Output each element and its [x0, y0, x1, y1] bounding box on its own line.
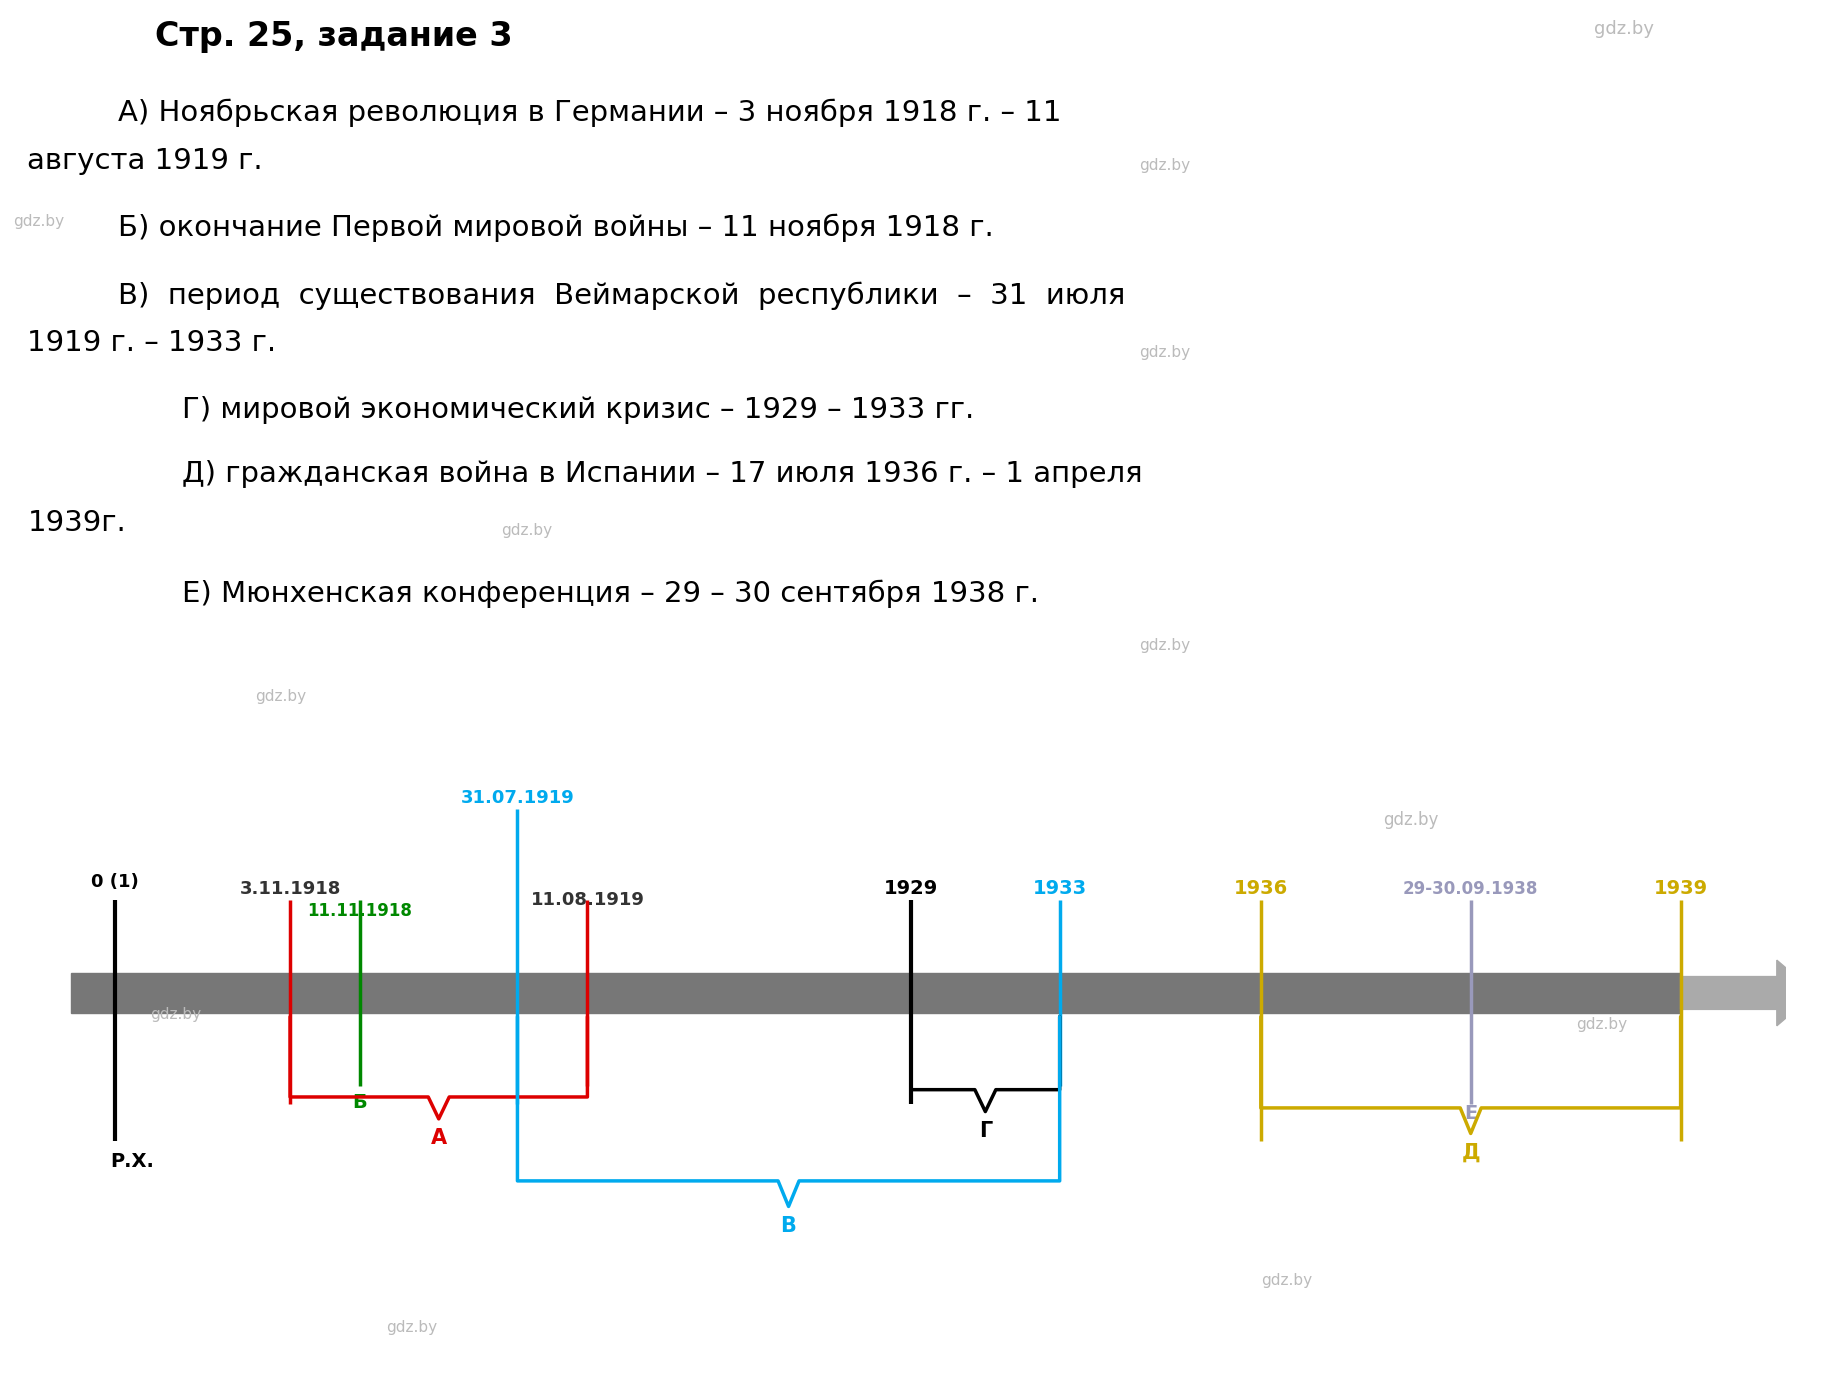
Text: 3.11.1918: 3.11.1918 — [239, 880, 341, 898]
Text: Стр. 25, задание 3: Стр. 25, задание 3 — [155, 19, 512, 53]
Text: Б: Б — [353, 1094, 368, 1112]
Bar — [71, 973, 1680, 1013]
Text: 31.07.1919: 31.07.1919 — [461, 790, 574, 806]
Text: gdz.by: gdz.by — [1139, 158, 1190, 174]
Text: Г) мировой экономический кризис – 1929 – 1933 гг.: Г) мировой экономический кризис – 1929 –… — [182, 396, 975, 424]
Text: gdz.by: gdz.by — [501, 523, 552, 538]
Text: 29-30.09.1938: 29-30.09.1938 — [1403, 880, 1538, 898]
Text: Е: Е — [1465, 1104, 1478, 1123]
Text: Г: Г — [978, 1120, 991, 1141]
Text: Е) Мюнхенская конференция – 29 – 30 сентября 1938 г.: Е) Мюнхенская конференция – 29 – 30 сент… — [182, 580, 1039, 609]
Text: gdz.by: gdz.by — [1261, 1273, 1312, 1289]
Text: 1933: 1933 — [1033, 878, 1086, 898]
Text: августа 1919 г.: августа 1919 г. — [27, 146, 262, 175]
Text: В: В — [780, 1215, 796, 1236]
Text: gdz.by: gdz.by — [1139, 638, 1190, 653]
Text: Д) гражданская война в Испании – 17 июля 1936 г. – 1 апреля: Д) гражданская война в Испании – 17 июля… — [182, 460, 1142, 488]
Text: 11.11.1918: 11.11.1918 — [308, 902, 412, 920]
Text: gdz.by: gdz.by — [1383, 810, 1439, 828]
Text: Р.Х.: Р.Х. — [109, 1152, 153, 1170]
Text: 0 (1): 0 (1) — [91, 873, 138, 891]
Text: 1929: 1929 — [884, 878, 938, 898]
Text: В)  период  существования  Веймарской  республики  –  31  июля: В) период существования Веймарской респу… — [118, 281, 1126, 310]
Text: 1939г.: 1939г. — [27, 509, 126, 537]
Text: 11.08.1919: 11.08.1919 — [530, 891, 645, 909]
Text: 1919 г. – 1933 г.: 1919 г. – 1933 г. — [27, 329, 277, 357]
Text: gdz.by: gdz.by — [1594, 19, 1654, 38]
Text: А) Ноябрьская революция в Германии – 3 ноября 1918 г. – 11: А) Ноябрьская революция в Германии – 3 н… — [118, 99, 1062, 128]
Text: gdz.by: gdz.by — [1576, 1017, 1627, 1033]
Text: gdz.by: gdz.by — [255, 689, 306, 705]
Text: Д: Д — [1461, 1143, 1479, 1162]
Text: А: А — [430, 1129, 446, 1148]
Text: gdz.by: gdz.by — [386, 1320, 437, 1336]
Text: gdz.by: gdz.by — [1139, 345, 1190, 360]
Text: Б) окончание Первой мировой войны – 11 ноября 1918 г.: Б) окончание Первой мировой войны – 11 н… — [118, 214, 995, 242]
Text: gdz.by: gdz.by — [13, 214, 64, 229]
Text: 1936: 1936 — [1233, 878, 1288, 898]
Text: 1939: 1939 — [1654, 878, 1707, 898]
FancyArrow shape — [1680, 960, 1815, 1026]
Text: gdz.by: gdz.by — [149, 1006, 200, 1022]
